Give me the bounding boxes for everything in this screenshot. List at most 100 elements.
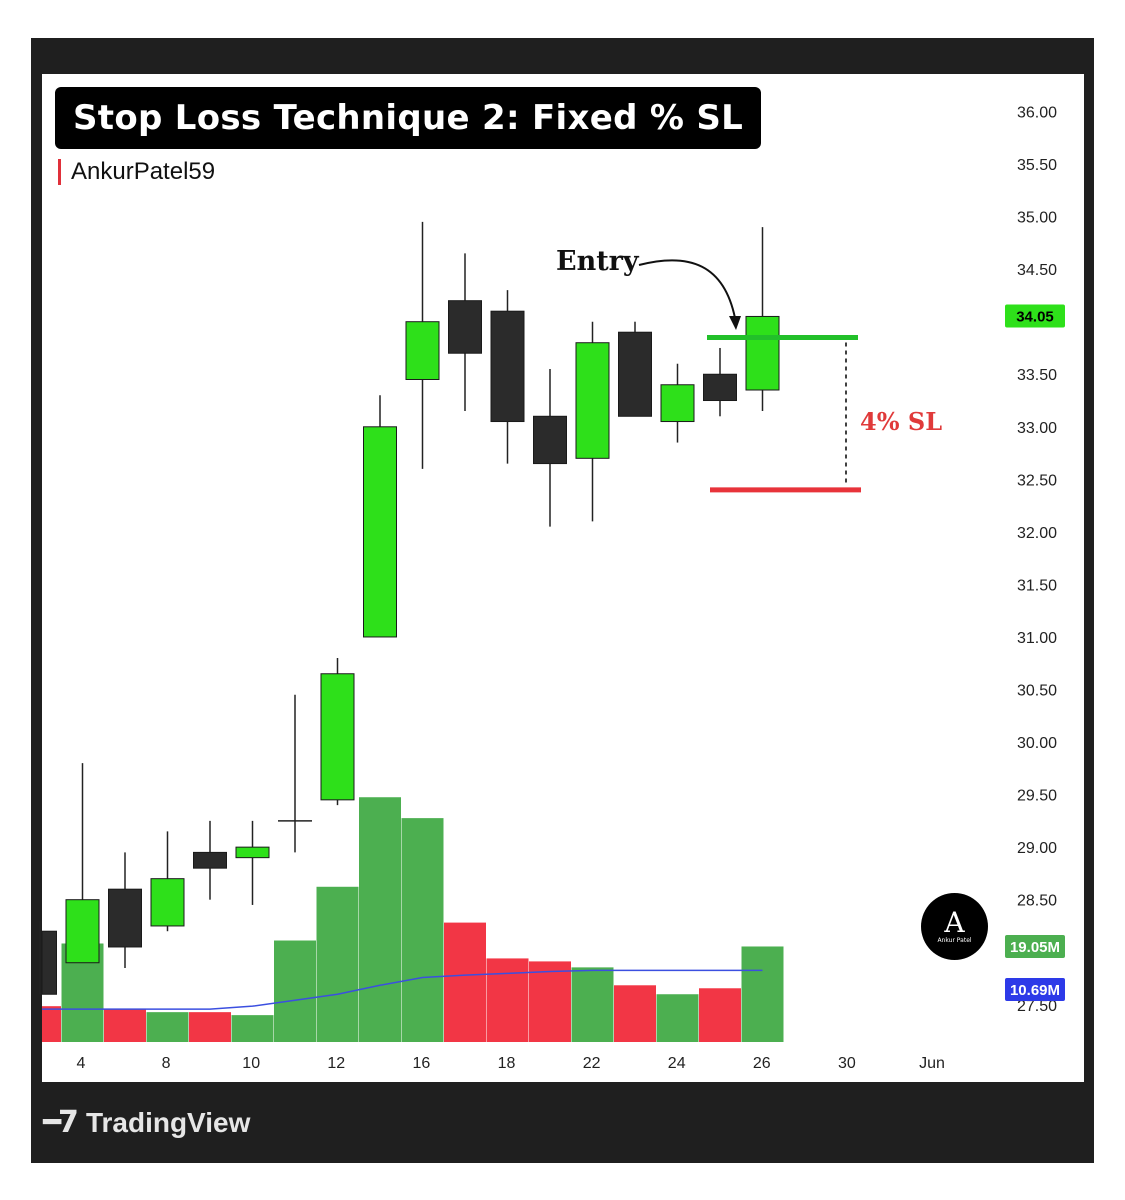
tradingview-logo[interactable]: ━7 TradingView: [43, 1105, 250, 1140]
candle-body: [490, 310, 525, 423]
chart-title-box: Stop Loss Technique 2: Fixed % SL: [55, 87, 762, 149]
candle-body: [193, 851, 227, 869]
x-tick-label: 10: [242, 1055, 260, 1072]
author-credit: AnkurPatel59: [58, 158, 215, 186]
y-tick-label: 32.50: [1017, 472, 1057, 489]
stop-loss-percent-label: 4% SL: [860, 407, 942, 436]
author-accent-bar: [58, 159, 61, 185]
chart-title: Stop Loss Technique 2: Fixed % SL: [73, 98, 744, 138]
volume-bars: [42, 797, 784, 1042]
candle: [405, 221, 440, 469]
volume-bar: [444, 922, 486, 1042]
volume-bar: [571, 967, 614, 1042]
candle-body: [320, 673, 355, 801]
x-tick-label: 8: [162, 1055, 171, 1072]
y-tick-label: 29.50: [1017, 788, 1057, 805]
x-tick-label: 18: [498, 1055, 516, 1072]
candle: [235, 820, 270, 905]
tradingview-logo-icon: ━7: [43, 1105, 79, 1140]
candle-body: [405, 321, 440, 381]
candle: [150, 831, 185, 932]
y-tick-label: 31.00: [1017, 630, 1057, 647]
candle: [39, 920, 57, 995]
volume-bar: [359, 797, 401, 1042]
y-tick-label: 27.50: [1017, 998, 1057, 1015]
candle-body: [660, 384, 695, 423]
y-tick-label: 29.00: [1017, 840, 1057, 857]
candle-body: [108, 888, 142, 948]
x-tick-label: 22: [583, 1055, 601, 1072]
candle: [575, 321, 610, 522]
entry-label: Entry: [556, 246, 640, 277]
x-tick-label: 30: [838, 1055, 856, 1072]
x-tick-label: 4: [77, 1055, 86, 1072]
volume-bar: [529, 961, 571, 1042]
y-tick-label: 32.00: [1017, 525, 1057, 542]
stop-loss-annotations: Entry 4% SL: [556, 246, 942, 493]
tradingview-wordmark: TradingView: [85, 1106, 251, 1138]
candle-body: [65, 899, 100, 964]
x-tick-label: 24: [668, 1055, 686, 1072]
y-tick-label: 30.50: [1017, 683, 1057, 700]
candle-body: [575, 342, 610, 459]
y-axis: 36.0035.5035.0034.5034.0033.5033.0032.50…: [1017, 105, 1057, 1015]
x-tick-label: Jun: [919, 1055, 945, 1072]
y-tick-label: 36.00: [1017, 105, 1057, 122]
last-price-tag: [1005, 304, 1065, 328]
volume-bar: [741, 946, 784, 1042]
candle-body: [235, 846, 270, 859]
volume-bar: [104, 1009, 146, 1042]
candle-body: [448, 300, 482, 354]
candle: [618, 321, 652, 417]
volume-bar: [189, 1012, 231, 1042]
volume-bar: [486, 958, 529, 1042]
volume-bar: [656, 994, 699, 1042]
entry-arrow: [638, 259, 736, 319]
y-tick-label: 28.50: [1017, 893, 1057, 910]
candle-body: [150, 878, 185, 927]
candle: [448, 253, 482, 412]
volume-bar: [699, 988, 741, 1042]
candle-body: [745, 315, 780, 391]
ankur-patel-logo-icon: A Ankur Patel: [921, 893, 988, 960]
volume-bar: [231, 1015, 274, 1042]
candle-body: [533, 415, 567, 465]
candle-body: [363, 426, 397, 638]
volume-ma-tag: [1005, 978, 1065, 1001]
candle: [703, 347, 737, 417]
chart-panel: [42, 74, 1084, 1082]
candle: [745, 227, 780, 412]
axis-value-tags: 34.05 19.05M 10.69M: [1005, 304, 1065, 1001]
volume-moving-average-line: [42, 969, 763, 1010]
candle: [533, 368, 567, 527]
candle: [193, 820, 227, 900]
watermark-label: Ankur Patel: [937, 936, 972, 944]
candle: [278, 694, 312, 853]
candle-body: [618, 331, 652, 417]
x-tick-label: 26: [753, 1055, 771, 1072]
author-name: AnkurPatel59: [71, 158, 216, 185]
volume-tag: [1005, 935, 1065, 958]
x-axis: 4 8 10 12 16 18 22 24 26 30 Jun: [77, 1055, 945, 1072]
candle-body: [703, 373, 737, 402]
volume-bar: [316, 886, 359, 1042]
x-tick-label: 16: [413, 1055, 431, 1072]
volume-bar: [614, 985, 656, 1042]
candle: [660, 363, 695, 443]
y-tick-label: 33.00: [1017, 420, 1057, 437]
candle: [65, 763, 100, 964]
y-tick-label: 34.50: [1017, 262, 1057, 279]
y-tick-label: 30.00: [1017, 735, 1057, 752]
candle: [108, 852, 142, 968]
last-price-tag-label: 34.05: [1016, 308, 1054, 325]
price-candles: [39, 221, 780, 995]
y-tick-label: 35.50: [1017, 157, 1057, 174]
candle: [490, 290, 525, 464]
volume-bar: [42, 1006, 61, 1042]
candle: [363, 395, 397, 638]
volume-ma-tag-label: 10.69M: [1010, 982, 1060, 999]
candle-body: [41, 930, 57, 995]
entry-arrowhead-icon: [729, 316, 741, 330]
volume-bar: [401, 818, 444, 1042]
